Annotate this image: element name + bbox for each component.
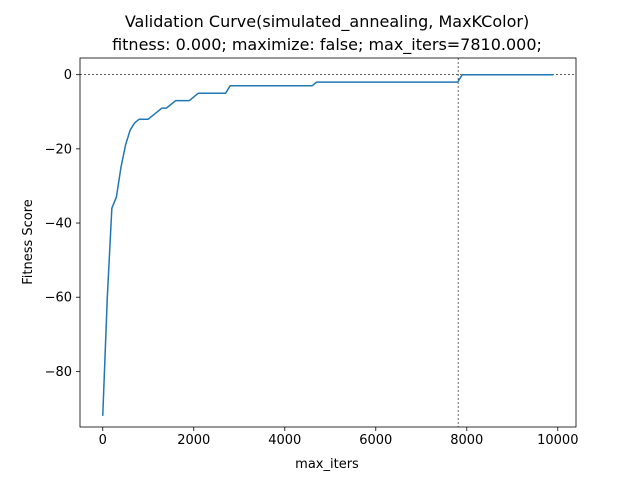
x-tick-label: 6000 xyxy=(359,433,392,448)
x-tick-label: 4000 xyxy=(268,433,301,448)
x-axis: 0 2000 4000 6000 8000 10000 xyxy=(99,427,578,448)
plot-area xyxy=(80,58,576,427)
y-tick-label: −40 xyxy=(45,217,72,232)
y-axis: 0 −20 −40 −60 −80 xyxy=(45,68,80,380)
y-tick-label: 0 xyxy=(64,68,72,83)
y-tick-label: −80 xyxy=(45,365,72,380)
y-tick-label: −20 xyxy=(45,142,72,157)
series-line-0 xyxy=(102,73,554,416)
x-tick-label: 0 xyxy=(99,433,107,448)
y-tick-label: −60 xyxy=(45,291,72,306)
x-tick-label: 8000 xyxy=(450,433,483,448)
x-axis-label: max_iters xyxy=(295,457,359,472)
x-tick-label: 2000 xyxy=(177,433,210,448)
chart-title-line-1: Validation Curve(simulated_annealing, Ma… xyxy=(125,12,529,32)
chart-title-line-2: fitness: 0.000; maximize: false; max_ite… xyxy=(112,35,542,55)
plot-frame xyxy=(79,57,577,428)
x-tick-label: 10000 xyxy=(537,433,578,448)
y-axis-label: Fitness Score xyxy=(21,199,36,285)
